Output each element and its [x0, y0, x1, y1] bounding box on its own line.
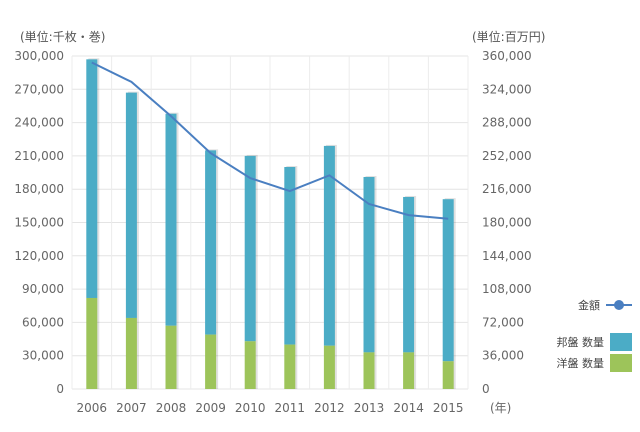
gridlines	[71, 55, 469, 390]
left-tick-label: 0	[56, 382, 64, 396]
right-tick-label: 288,000	[482, 116, 532, 130]
bar-foreign-2011	[284, 344, 296, 389]
left-tick-label: 60,000	[22, 315, 64, 329]
left-tick-label: 30,000	[22, 349, 64, 363]
left-tick-label: 210,000	[14, 149, 64, 163]
legend-label-foreign: 洋盤 数量	[556, 357, 605, 370]
x-tick-label: 2014	[393, 401, 424, 415]
x-tick-label: 2011	[275, 401, 306, 415]
right-axis-ticks: 360,000 324,000 288,000 252,000 216,000 180,0…	[482, 49, 532, 396]
left-tick-label: 150,000	[14, 216, 64, 230]
bar-domestic-2014	[403, 196, 415, 353]
bar-foreign-2014	[403, 352, 415, 389]
left-tick-label: 120,000	[14, 249, 64, 263]
bar-foreign-2010	[244, 341, 256, 389]
amount-line	[91, 61, 449, 220]
x-axis-ticks: 2006 2007 2008 2009 2010 2011 2012 2013 2014 2015	[77, 401, 464, 415]
legend-item-domestic: 邦盤 数量	[556, 333, 632, 351]
left-tick-label: 240,000	[14, 116, 64, 130]
right-tick-label: 252,000	[482, 149, 532, 163]
right-tick-label: 36,000	[482, 349, 524, 363]
x-tick-label: 2007	[116, 401, 147, 415]
bar-series	[86, 58, 456, 390]
legend-label-domestic: 邦盤 数量	[556, 336, 605, 349]
right-tick-label: 216,000	[482, 182, 532, 196]
left-tick-label: 270,000	[14, 82, 64, 96]
right-tick-label: 324,000	[482, 82, 532, 96]
left-axis-ticks: 300,000 270,000 240,000 210,000 180,000 150,0…	[14, 49, 64, 396]
right-tick-label: 0	[482, 382, 490, 396]
right-axis-unit-label: (単位:百万円)	[472, 29, 545, 44]
bar-domestic-2010	[244, 155, 256, 342]
bar-domestic-2007	[125, 92, 137, 318]
legend-item-amount: 金額	[578, 297, 632, 313]
legend-item-foreign: 洋盤 数量	[556, 354, 632, 372]
bar-foreign-2007	[125, 317, 137, 389]
bar-foreign-2013	[363, 352, 375, 389]
bar-domestic-2009	[205, 150, 217, 335]
bar-foreign-2009	[205, 334, 217, 389]
bar-domestic-2008	[165, 113, 177, 326]
x-tick-label: 2015	[433, 401, 464, 415]
x-tick-label: 2008	[156, 401, 187, 415]
left-tick-label: 180,000	[14, 182, 64, 196]
left-tick-label: 300,000	[14, 49, 64, 63]
right-tick-label: 144,000	[482, 249, 532, 263]
right-tick-label: 360,000	[482, 49, 532, 63]
bar-foreign-2012	[323, 345, 335, 389]
bar-domestic-2015	[442, 199, 454, 362]
x-tick-label: 2010	[235, 401, 266, 415]
bar-domestic-2012	[323, 145, 335, 346]
right-tick-label: 180,000	[482, 216, 532, 230]
line-series	[91, 61, 449, 220]
right-tick-label: 108,000	[482, 282, 532, 296]
x-tick-label: 2006	[77, 401, 108, 415]
bar-domestic-2011	[284, 167, 296, 345]
line-marker-icon	[606, 300, 632, 310]
x-tick-label: 2009	[195, 401, 226, 415]
legend-swatch-foreign	[610, 354, 632, 372]
bar-domestic-2006	[86, 59, 98, 298]
bar-foreign-2008	[165, 325, 177, 389]
x-tick-label: 2012	[314, 401, 345, 415]
left-axis-unit-label: (単位:千枚・巻)	[20, 29, 105, 44]
bar-domestic-2013	[363, 176, 375, 353]
bar-foreign-2006	[86, 297, 98, 389]
legend-swatch-domestic	[610, 333, 632, 351]
bar-foreign-2015	[442, 361, 454, 389]
legend-label-amount: 金額	[578, 299, 600, 312]
x-axis-unit-label: (年)	[490, 401, 511, 415]
x-tick-label: 2013	[354, 401, 385, 415]
right-tick-label: 72,000	[482, 315, 524, 329]
left-tick-label: 90,000	[22, 282, 64, 296]
